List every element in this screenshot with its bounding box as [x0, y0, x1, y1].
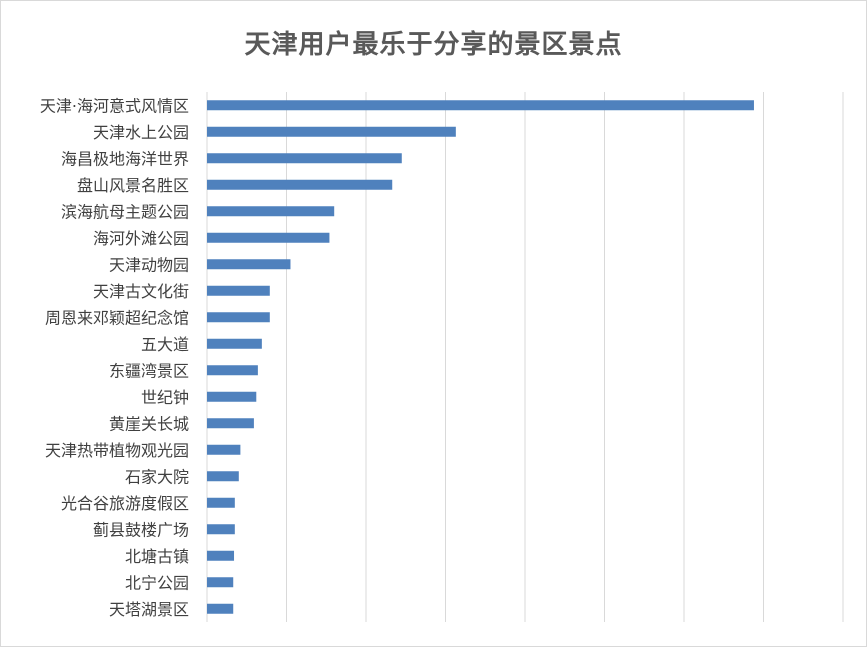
- bar: [207, 285, 270, 296]
- bar: [207, 365, 258, 376]
- category-label: 天津动物园: [109, 255, 189, 274]
- category-label: 海河外滩公园: [93, 229, 189, 248]
- bar: [207, 153, 402, 164]
- bar: [207, 418, 254, 429]
- bar: [207, 577, 234, 588]
- bar: [207, 126, 456, 137]
- category-label: 天津水上公园: [93, 123, 189, 142]
- gridlines: [206, 92, 844, 622]
- bar: [207, 391, 257, 402]
- bar: [207, 100, 754, 111]
- bar: [207, 603, 234, 614]
- category-label: 周恩来邓颖超纪念馆: [45, 308, 189, 327]
- bar: [207, 444, 241, 455]
- bar: [207, 312, 270, 323]
- bars: [207, 100, 754, 614]
- bar: [207, 550, 235, 561]
- category-label: 蓟县鼓楼广场: [93, 520, 189, 539]
- bar: [207, 206, 335, 217]
- category-label: 天津·海河意式风情区: [40, 96, 189, 115]
- bar: [207, 497, 235, 508]
- bar: [207, 259, 291, 270]
- category-label: 五大道: [141, 335, 189, 354]
- category-label: 北宁公园: [125, 573, 189, 592]
- category-label: 世纪钟: [141, 388, 189, 407]
- bar: [207, 338, 262, 349]
- category-label: 海昌极地海洋世界: [61, 149, 189, 168]
- category-label: 滨海航母主题公园: [61, 202, 189, 221]
- category-label: 天津古文化街: [93, 282, 189, 301]
- category-label: 北塘古镇: [125, 547, 189, 566]
- category-label: 光合谷旅游度假区: [61, 494, 189, 513]
- bar: [207, 232, 330, 243]
- bar: [207, 524, 235, 535]
- category-label: 天塔湖景区: [109, 600, 189, 619]
- bar: [207, 471, 239, 482]
- category-label: 东疆湾景区: [109, 361, 189, 380]
- category-labels: 天津·海河意式风情区天津水上公园海昌极地海洋世界盘山风景名胜区滨海航母主题公园海…: [40, 96, 189, 619]
- category-label: 石家大院: [125, 467, 189, 486]
- category-label: 天津热带植物观光园: [45, 441, 189, 460]
- category-label: 黄崖关长城: [109, 414, 189, 433]
- chart-title: 天津用户最乐于分享的景区景点: [244, 30, 623, 60]
- bar: [207, 179, 393, 190]
- category-label: 盘山风景名胜区: [77, 176, 189, 195]
